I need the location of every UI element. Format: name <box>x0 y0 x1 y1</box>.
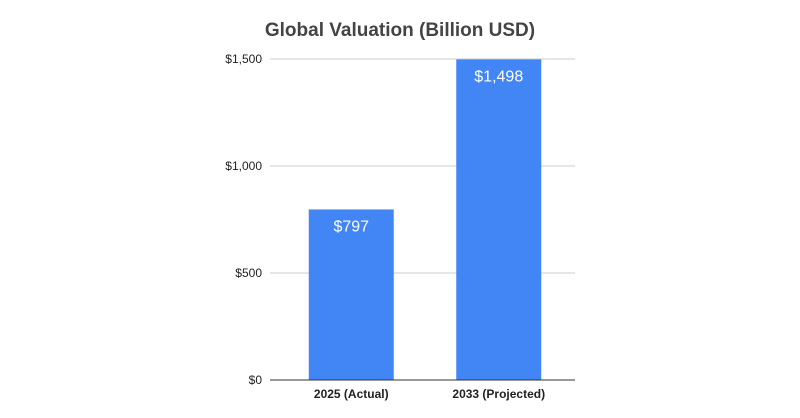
x-category-label: 2025 (Actual) <box>314 387 389 401</box>
bar-data-labels: $797 $1,498 <box>333 68 523 235</box>
chart-title: Global Valuation (Billion USD) <box>265 20 535 41</box>
x-category-label: 2033 (Projected) <box>452 387 545 401</box>
bar-data-label: $797 <box>333 218 369 235</box>
bars <box>308 59 542 380</box>
y-tick-label: $0 <box>249 373 263 387</box>
bar-data-label: $1,498 <box>474 68 523 85</box>
y-tick-label: $1,500 <box>225 52 262 66</box>
x-axis-category-labels: 2025 (Actual) 2033 (Projected) <box>314 387 545 401</box>
bar <box>456 59 542 380</box>
bar <box>308 209 394 380</box>
y-axis-tick-labels: $0 $500 $1,000 $1,500 <box>225 52 262 387</box>
y-tick-label: $500 <box>235 266 262 280</box>
y-tick-label: $1,000 <box>225 159 262 173</box>
